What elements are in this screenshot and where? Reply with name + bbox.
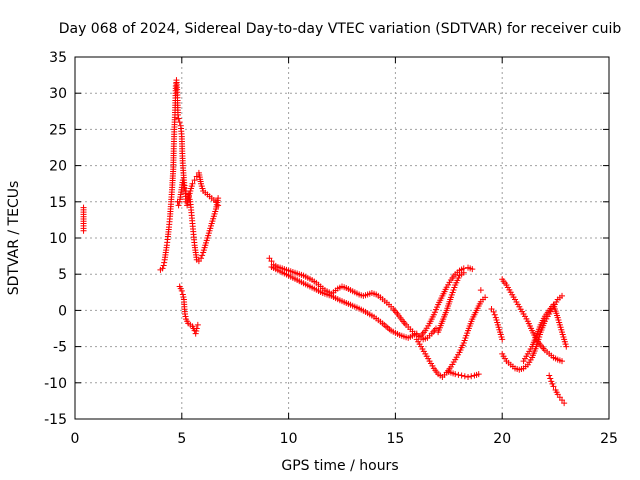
data-point bbox=[490, 308, 497, 315]
y-tick-label: 25 bbox=[49, 122, 67, 138]
grid-lines bbox=[75, 57, 609, 419]
x-tick-label: 5 bbox=[177, 431, 186, 447]
data-point bbox=[215, 195, 222, 202]
series-midday bbox=[266, 255, 439, 343]
data-point bbox=[550, 383, 557, 390]
data-point bbox=[175, 202, 182, 209]
x-tick-labels: 0 5 10 15 20 25 bbox=[71, 431, 618, 447]
x-tick-label: 10 bbox=[280, 431, 298, 447]
data-point bbox=[548, 378, 555, 385]
data-points bbox=[80, 77, 570, 407]
series-midday-upper bbox=[268, 263, 420, 341]
data-point bbox=[491, 311, 498, 318]
data-point bbox=[468, 373, 475, 380]
series-afternoon-curve-1 bbox=[418, 264, 476, 339]
y-tick-label: 35 bbox=[49, 50, 67, 66]
series-evening-2 bbox=[499, 292, 566, 373]
data-point bbox=[161, 259, 168, 266]
series-evening-1 bbox=[488, 305, 506, 343]
y-tick-label: 0 bbox=[58, 303, 67, 319]
data-point bbox=[413, 330, 420, 337]
data-point bbox=[461, 373, 468, 380]
series-afternoon-curve-3 bbox=[435, 269, 467, 336]
data-point bbox=[469, 266, 476, 273]
data-point bbox=[431, 309, 438, 316]
series-early bbox=[80, 204, 87, 234]
x-tick-label: 25 bbox=[600, 431, 618, 447]
data-point bbox=[561, 400, 568, 407]
data-point bbox=[547, 375, 554, 382]
series-outlier bbox=[477, 287, 484, 294]
x-tick-label: 20 bbox=[493, 431, 511, 447]
data-point bbox=[194, 321, 201, 328]
series-late bbox=[546, 372, 568, 407]
data-point bbox=[460, 269, 467, 276]
data-point bbox=[452, 371, 459, 378]
y-tick-label: -10 bbox=[44, 376, 67, 392]
series-afternoon-curve-4 bbox=[445, 368, 482, 381]
y-tick-label: 30 bbox=[49, 86, 67, 102]
data-point bbox=[178, 287, 185, 294]
y-tick-label: 5 bbox=[58, 267, 67, 283]
data-point bbox=[159, 265, 166, 272]
data-point bbox=[180, 294, 187, 301]
data-point bbox=[465, 374, 472, 381]
data-point bbox=[193, 325, 200, 332]
y-tick-labels: 35 30 25 20 15 10 5 0 -5 -10 -15 bbox=[44, 50, 67, 428]
y-tick-label: 20 bbox=[49, 159, 67, 175]
data-point bbox=[199, 252, 206, 259]
data-point bbox=[174, 111, 181, 118]
y-tick-label: -5 bbox=[53, 340, 67, 356]
series-morning-branch bbox=[174, 177, 222, 265]
data-point bbox=[80, 227, 87, 234]
data-point bbox=[546, 372, 553, 379]
series-evening-4 bbox=[520, 301, 570, 365]
y-tick-label: 10 bbox=[49, 231, 67, 247]
data-point bbox=[482, 294, 489, 301]
data-point bbox=[192, 330, 199, 337]
data-point bbox=[432, 306, 439, 313]
y-axis-label: SDTVAR / TECUs bbox=[6, 181, 22, 296]
data-point bbox=[432, 325, 439, 332]
data-point bbox=[175, 115, 182, 122]
data-point bbox=[458, 372, 465, 379]
data-point bbox=[191, 177, 198, 184]
data-point bbox=[268, 258, 275, 265]
data-point bbox=[563, 343, 570, 350]
data-point bbox=[455, 371, 462, 378]
data-point bbox=[193, 328, 200, 335]
data-point bbox=[475, 371, 482, 378]
series-morning-dip bbox=[176, 283, 201, 337]
data-point bbox=[499, 336, 506, 343]
x-axis-label: GPS time / hours bbox=[281, 458, 398, 474]
data-point bbox=[182, 311, 189, 318]
data-point bbox=[198, 255, 205, 262]
data-point bbox=[189, 180, 196, 187]
data-point bbox=[179, 291, 186, 298]
data-point bbox=[549, 380, 556, 387]
axis-ticks bbox=[74, 56, 610, 420]
x-tick-label: 0 bbox=[71, 431, 80, 447]
data-point bbox=[193, 173, 200, 180]
data-point bbox=[183, 187, 190, 194]
y-tick-label: 15 bbox=[49, 195, 67, 211]
data-point bbox=[559, 358, 566, 365]
data-point bbox=[176, 119, 183, 126]
x-tick-label: 15 bbox=[386, 431, 404, 447]
data-point bbox=[182, 313, 189, 320]
data-point bbox=[559, 292, 566, 299]
chart-title: Day 068 of 2024, Sidereal Day-to-day VTE… bbox=[59, 21, 622, 37]
data-point bbox=[477, 287, 484, 294]
series-afternoon-curve-2 bbox=[413, 294, 489, 381]
y-tick-label: -15 bbox=[44, 412, 67, 428]
series-morning-rise bbox=[157, 77, 222, 273]
data-point bbox=[434, 304, 441, 311]
data-point bbox=[430, 311, 437, 318]
data-point bbox=[180, 184, 187, 191]
data-point bbox=[160, 262, 167, 269]
